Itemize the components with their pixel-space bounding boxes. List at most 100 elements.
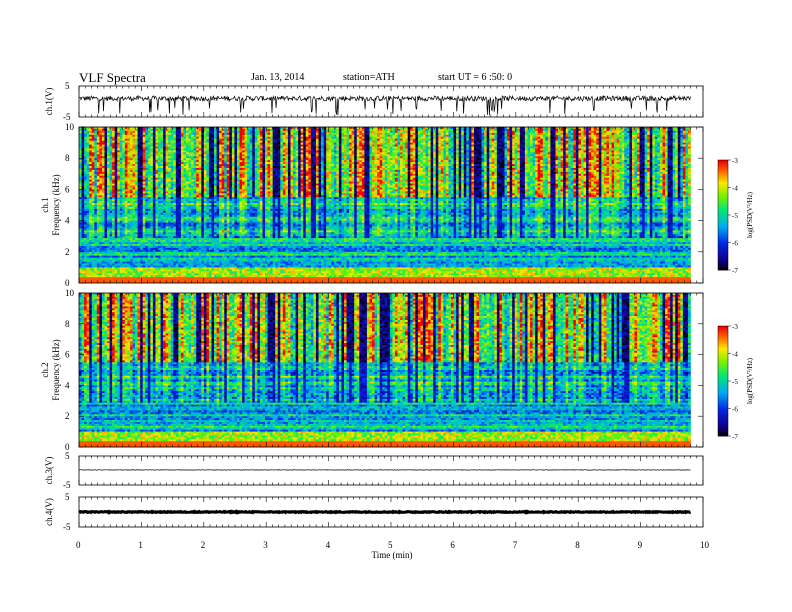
spectrogram-cell: [430, 154, 434, 157]
spectrogram-cell: [137, 148, 141, 151]
spectrogram-cell: [463, 154, 467, 157]
spectrogram-cell: [565, 138, 569, 141]
spectrogram-cell: [203, 160, 207, 163]
spectrogram-cell: [588, 136, 592, 139]
spectrogram-cell: [216, 160, 220, 163]
spectrogram-cell: [473, 138, 477, 141]
spectrogram-cell: [257, 146, 261, 149]
spectrogram-cell: [642, 134, 645, 138]
spectrogram-cell: [530, 156, 533, 159]
spectrogram-cell: [203, 132, 207, 136]
spectrogram-cell: [231, 128, 235, 132]
spectrogram-cell: [99, 158, 103, 161]
spectrogram-cell: [224, 128, 228, 132]
spectrogram-cell: [226, 144, 230, 147]
spectrogram-cell: [315, 150, 319, 153]
spectrogram-cell: [262, 136, 266, 139]
spectrogram-cell: [178, 158, 182, 161]
spectrogram-cell: [86, 146, 90, 149]
spectrogram-cell: [486, 140, 490, 143]
spectrogram-cell: [639, 142, 643, 145]
spectrogram-cell: [687, 152, 691, 155]
spectrogram-cell: [287, 156, 291, 159]
spectrogram-cell: [621, 134, 625, 138]
spectrogram-cell: [637, 152, 640, 155]
spectrogram-cell: [122, 142, 126, 145]
spectrogram-cell: [270, 158, 273, 161]
spectrogram-cell: [336, 156, 340, 159]
spectrogram-cell: [672, 152, 676, 155]
spectrogram-cell: [647, 132, 651, 136]
spectrogram-cell: [685, 142, 689, 145]
spectrogram-cell: [412, 150, 416, 153]
spectrogram-cell: [677, 132, 681, 136]
spectrogram-cell: [524, 134, 528, 138]
spectrogram-cell: [203, 164, 207, 167]
spectrogram-cell: [448, 128, 452, 132]
spectrogram-cell: [160, 164, 164, 167]
spectrogram-cell: [631, 162, 635, 165]
spectrogram-cell: [122, 128, 126, 132]
spectrogram-cell: [448, 138, 452, 141]
spectrogram-cell: [596, 150, 600, 153]
spectrogram-cell: [611, 158, 615, 161]
spectrogram-cell: [433, 138, 437, 141]
spectrogram-cell: [527, 160, 531, 163]
spectrogram-cell: [234, 136, 238, 139]
spectrogram-cell: [687, 148, 691, 151]
spectrogram-cell: [349, 160, 352, 163]
spectrogram-cell: [196, 148, 200, 151]
spectrogram-cell: [275, 152, 279, 155]
spectrogram-cell: [265, 154, 268, 157]
spectrogram-cell: [361, 148, 365, 151]
spectrogram-cell: [272, 160, 276, 163]
spectrogram-cell: [593, 164, 597, 167]
spectrogram-cell: [420, 158, 424, 161]
spectrogram-cell: [147, 132, 151, 136]
spectrogram-cell: [394, 158, 398, 161]
spectrogram-cell: [343, 158, 347, 161]
spectrogram-cell: [565, 154, 569, 157]
spectrogram-cell: [193, 140, 197, 143]
spectrogram-cell: [448, 152, 452, 155]
spectrogram-cell: [89, 144, 93, 147]
spectrogram-cell: [652, 140, 656, 143]
spectrogram-cell: [435, 150, 439, 153]
spectrogram-cell: [275, 162, 279, 165]
spectrogram-cell: [132, 144, 136, 147]
spectrogram-cell: [382, 132, 386, 136]
spectrogram-cell: [563, 138, 566, 141]
spectrogram-cell: [540, 152, 544, 155]
spectrogram-cell: [509, 158, 513, 161]
spectrogram-cell: [644, 132, 648, 136]
spectrogram-cell: [129, 134, 133, 138]
spectrogram-cell: [259, 150, 263, 153]
spectrogram-cell: [326, 162, 330, 165]
spectrogram-cell: [637, 138, 640, 141]
spectrogram-cell: [417, 164, 421, 167]
spectrogram-cell: [428, 130, 431, 134]
spectrogram-cell: [453, 158, 457, 161]
spectrogram-cell: [229, 130, 233, 134]
spectrogram-cell: [219, 150, 222, 153]
spectrogram-cell: [573, 146, 577, 149]
spectrogram-cell: [338, 136, 342, 139]
spectrogram-cell: [168, 140, 172, 143]
spectrogram-cell: [86, 148, 90, 151]
spectrogram-cell: [163, 132, 166, 136]
spectrogram-cell: [208, 146, 212, 149]
spectrogram-cell: [99, 154, 103, 157]
spectrogram-cell: [522, 128, 526, 132]
spectrogram-cell: [175, 150, 179, 153]
spectrogram-cell: [494, 127, 498, 130]
spectrogram-cell: [428, 146, 431, 149]
spectrogram-cell: [285, 130, 289, 134]
spectrogram-cell: [188, 160, 192, 163]
spectrogram-cell: [580, 156, 584, 159]
spectrogram-cell: [476, 128, 480, 132]
spectrogram-cell: [514, 160, 518, 163]
spectrogram-cell: [361, 146, 365, 149]
spectrogram-cell: [328, 154, 332, 157]
spectrogram-cell: [537, 160, 541, 163]
spectrogram-cell: [117, 150, 121, 153]
